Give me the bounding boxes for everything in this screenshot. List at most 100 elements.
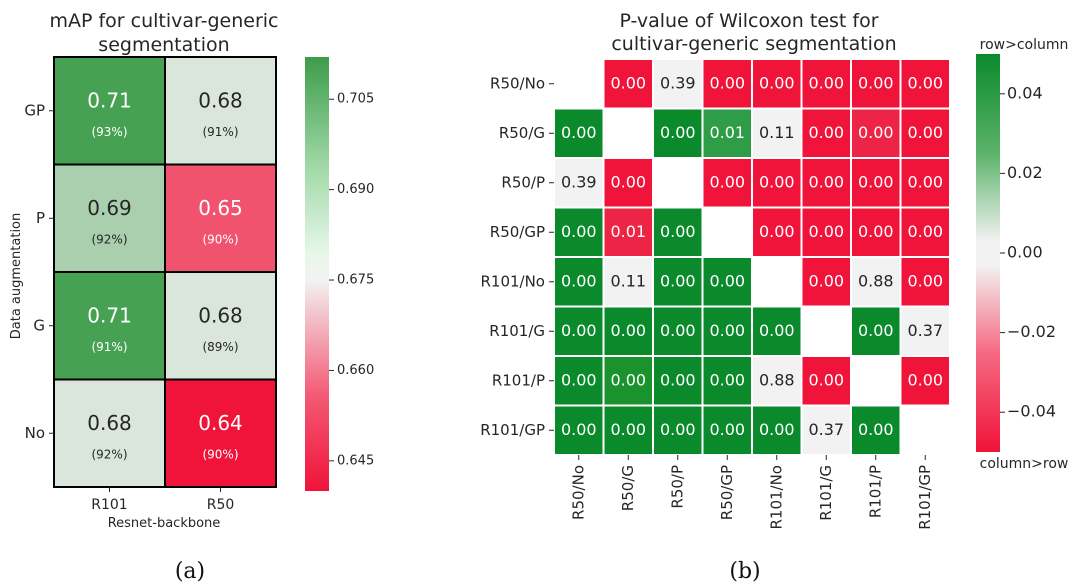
pvalue-y-ticks: R50/No R50/G R50/P R50/GP R101/No R101/G R101/… <box>480 74 554 439</box>
pvalue-cell-value: 0.00 <box>709 420 745 439</box>
map-colorbar <box>305 57 329 491</box>
pvalue-cell <box>751 58 803 110</box>
pvalue-cell <box>553 305 605 357</box>
pvalue-cell-value: 0.00 <box>858 222 894 241</box>
pvalue-colorbar-tick-label: −0.02 <box>1007 322 1056 341</box>
pvalue-cells <box>553 58 951 456</box>
map-ylabel: Data augmentation <box>9 213 24 340</box>
map-colorbar-tick-label: 0.705 <box>337 92 374 107</box>
pvalue-cell-value: 0.00 <box>610 73 646 92</box>
map-y-ticks: GP P G No <box>24 101 54 442</box>
pvalue-x-tick-label: R101/G <box>817 465 835 521</box>
map-cell-percent: (90%) <box>202 232 238 246</box>
pvalue-cell-value: 0.00 <box>907 370 943 389</box>
map-cell-value: 0.69 <box>87 196 132 220</box>
pvalue-cell <box>652 256 704 308</box>
map-cell-value: 0.71 <box>87 304 132 328</box>
pvalue-cell <box>899 206 951 258</box>
pvalue-cell-labels: 0.00 0.39 0.00 0.00 0.00 0.00 0.00 0.00 0.00 0.01… <box>561 73 943 439</box>
pvalue-cell <box>701 58 753 110</box>
pvalue-x-tick-label: R50/GP <box>718 465 736 520</box>
pvalue-cell <box>602 305 654 357</box>
pvalue-x-tick-label: R101/GP <box>916 465 934 530</box>
pvalue-cell-value: 0.00 <box>858 420 894 439</box>
pvalue-cell <box>899 58 951 110</box>
pvalue-cell <box>800 404 852 456</box>
pvalue-cell <box>850 206 902 258</box>
pvalue-cell-value: 0.00 <box>660 222 696 241</box>
pvalue-cell <box>553 256 605 308</box>
pvalue-x-tick-label: R50/No <box>569 465 587 520</box>
pvalue-colorbar-tick-label: 0.02 <box>1007 163 1043 182</box>
pvalue-cell-value: 0.00 <box>907 123 943 142</box>
pvalue-cell <box>899 157 951 209</box>
map-cell <box>164 271 277 381</box>
map-heatmap-panel: mAP for cultivar-generic segmentation 0.… <box>9 10 374 584</box>
pvalue-cell-value: 0.00 <box>907 172 943 191</box>
pvalue-cell <box>652 355 704 407</box>
pvalue-cell <box>850 157 902 209</box>
pvalue-cell-value: 0.00 <box>759 73 795 92</box>
pvalue-cell <box>850 256 902 308</box>
pvalue-cell-value: 0.00 <box>610 172 646 191</box>
pvalue-cell-value: 0.00 <box>858 172 894 191</box>
pvalue-cell <box>701 256 753 308</box>
map-colorbar-tick-label: 0.690 <box>337 182 374 197</box>
pvalue-cell <box>800 355 852 407</box>
pvalue-cell-value: 0.00 <box>561 321 597 340</box>
pvalue-cell <box>751 355 803 407</box>
map-cell-value: 0.71 <box>87 89 132 113</box>
pvalue-colorbar-tick-label: 0.00 <box>1007 243 1043 262</box>
pvalue-cell-value: 0.00 <box>759 222 795 241</box>
map-x-tick-label: R101 <box>91 497 127 513</box>
map-cell-value: 0.64 <box>198 411 243 435</box>
pvalue-cell-value: 0.00 <box>709 271 745 290</box>
pvalue-cell-value: 0.00 <box>610 420 646 439</box>
pvalue-colorbar-bottom-label: column>row <box>980 456 1069 472</box>
pvalue-cell-value: 0.39 <box>660 73 696 92</box>
pvalue-cell <box>899 305 951 357</box>
pvalue-cell <box>751 404 803 456</box>
pvalue-cell-value: 0.00 <box>858 123 894 142</box>
pvalue-cell <box>701 107 753 159</box>
pvalue-cell <box>751 107 803 159</box>
pvalue-cell <box>899 256 951 308</box>
pvalue-cell-value: 0.00 <box>808 370 844 389</box>
pvalue-cell-value: 0.00 <box>561 420 597 439</box>
pvalue-y-tick-label: R50/P <box>501 173 545 191</box>
pvalue-cell-value: 0.00 <box>808 222 844 241</box>
pvalue-cell-value: 0.00 <box>709 321 745 340</box>
pvalue-y-tick-label: R50/GP <box>490 223 545 241</box>
map-colorbar-ticks: 0.705 0.690 0.675 0.660 0.645 <box>329 92 374 468</box>
pvalue-cell-value: 0.00 <box>759 172 795 191</box>
map-colorbar-tick-label: 0.645 <box>337 453 374 468</box>
pvalue-x-tick-label: R50/G <box>619 465 637 511</box>
map-cell-percent: (93%) <box>91 125 127 139</box>
map-cells <box>53 56 277 488</box>
pvalue-cell <box>701 157 753 209</box>
pvalue-cell <box>701 404 753 456</box>
map-cell <box>164 378 277 488</box>
map-y-tick-label: G <box>33 316 45 334</box>
pvalue-y-tick-label: R101/GP <box>480 421 545 439</box>
map-cell-value: 0.68 <box>87 411 132 435</box>
pvalue-cell-value: 0.00 <box>808 73 844 92</box>
pvalue-x-ticks: R50/No R50/G R50/P R50/GP R101/No R101/G R101/… <box>569 455 934 530</box>
pvalue-cell <box>652 206 704 258</box>
map-y-tick-label: No <box>25 424 45 442</box>
pvalue-y-tick-label: R101/P <box>492 371 545 389</box>
pvalue-cell-value: 0.37 <box>808 420 844 439</box>
map-colorbar-tick-label: 0.675 <box>337 273 374 288</box>
map-title-line-1: mAP for cultivar-generic <box>49 10 278 32</box>
pvalue-cell-value: 0.39 <box>561 172 597 191</box>
pvalue-cell-value: 0.00 <box>561 123 597 142</box>
pvalue-cell <box>602 157 654 209</box>
map-cell-percent: (89%) <box>202 340 238 354</box>
pvalue-cell-value: 0.01 <box>610 222 646 241</box>
pvalue-cell-value: 0.11 <box>610 271 646 290</box>
pvalue-y-tick-label: R50/No <box>490 74 545 92</box>
map-colorbar-tick-label: 0.660 <box>337 363 374 378</box>
pvalue-cell-value: 0.00 <box>858 321 894 340</box>
pvalue-colorbar <box>976 54 1000 452</box>
